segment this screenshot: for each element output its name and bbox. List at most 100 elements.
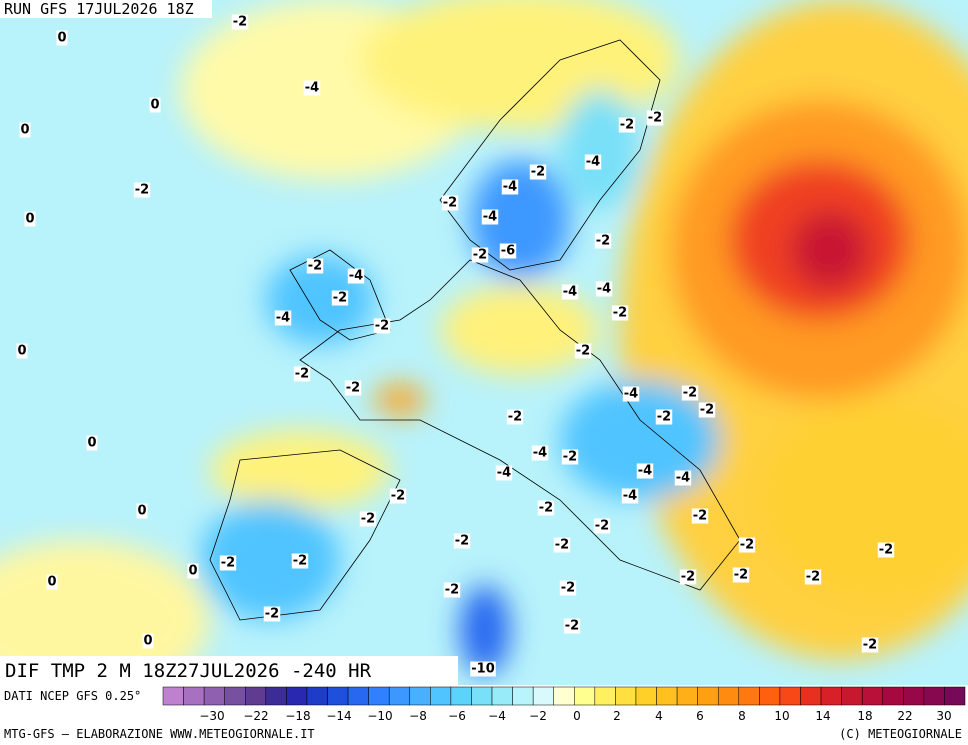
colorbar-swatch [471,686,493,706]
contour-label-bg [263,606,281,622]
contour-label: -4 [276,311,290,326]
colorbar-swatch [717,686,740,706]
coastline [209,449,401,621]
contour-label: 0 [87,436,96,451]
contour-label-bg [441,195,459,211]
contour-label: -2 [693,509,707,524]
colorbar-label: 10 [774,709,789,723]
contour-label-bg [347,268,365,284]
contour-label-bg [303,80,321,96]
contour-label-bg [499,243,517,259]
contour-label-bg [344,380,362,396]
contour-label: -2 [361,512,375,527]
contour-label-bg [506,409,524,425]
colorbar-swatch [553,686,575,706]
copyright-label: (C) METEOGIORNALE [839,727,962,741]
colorbar-label: −2 [529,709,547,723]
colorbar-swatch [882,686,904,706]
contour-label: -2 [531,165,545,180]
contour-label: -4 [624,387,638,402]
contour-label-bg [46,574,58,590]
contour-label: -2 [445,583,459,598]
contour-label: 0 [17,344,26,359]
contour-label-bg [861,637,879,653]
colorbar-swatch [512,686,534,706]
contour-label-bg [674,470,692,486]
contour-label-bg [149,97,161,113]
contour-label: -2 [561,581,575,596]
colorbar-label: 8 [738,709,746,723]
contour-label-bg [655,409,673,425]
contour-label-bg [133,182,151,198]
contour-label: -4 [563,285,577,300]
field-label: DIF TMP 2 M 18Z27JUL2026 -240 HR [5,660,372,682]
contour-label-bg [732,567,750,583]
colorbar-swatch [409,686,431,706]
contour-label-bg [443,582,461,598]
coastline [299,259,741,591]
contour-label-bg [187,563,199,579]
contour-label-bg [679,569,697,585]
contour-label: 0 [20,123,29,138]
contour-label-bg [24,211,36,227]
colorbar-swatch [162,686,184,706]
colorbar-swatch [944,686,966,706]
contour-label: -10 [471,662,495,677]
contour-label: -2 [806,570,820,585]
contour-label-bg [559,580,577,596]
contour-label-bg [594,233,612,249]
contour-label: -2 [135,183,149,198]
colorbar-swatch [306,686,328,706]
contour-label: -2 [740,538,754,553]
contour-label-bg [618,117,636,133]
contour-label-bg [136,503,148,519]
contour-label: -2 [700,403,714,418]
colorbar-label: 30 [936,709,951,723]
colorbar-swatch [430,686,452,706]
colorbar-swatch [203,686,225,706]
contour-label-bg [738,537,756,553]
contour-label: -2 [613,306,627,321]
contour-label: -4 [533,446,547,461]
credit-label: MTG-GFS — ELABORAZIONE WWW.METEOGIORNALE… [4,727,315,741]
contour-label-bg [611,305,629,321]
colorbar-swatch [697,686,719,706]
contour-label: -2 [657,410,671,425]
colorbar-label: −14 [326,709,351,723]
colorbar-swatch [759,686,781,706]
contour-label-bg [359,511,377,527]
contour-label: -2 [648,111,662,126]
colorbar-swatch [388,686,411,706]
contour-label-bg [471,247,489,263]
contour-label-bg [531,445,549,461]
contour-label-bg [537,500,555,516]
contour-label-bg [584,154,602,170]
colorbar-swatch [574,686,596,706]
contour-label: -2 [879,543,893,558]
contour-label: -2 [346,381,360,396]
contour-label: 0 [47,575,56,590]
contour-label-bg [231,14,249,30]
coastline [439,39,661,271]
contour-label: 0 [188,564,197,579]
colorbar-swatch [450,686,472,706]
contour-label-bg [274,310,292,326]
colorbar-label: 4 [655,709,663,723]
contour-label-bg [621,488,639,504]
contour-label-bg [646,110,664,126]
contour-label: -4 [305,81,319,96]
contour-label: -2 [443,196,457,211]
contour-label-bg [219,555,237,571]
contour-label-bg [561,284,579,300]
contour-label: -2 [295,367,309,382]
contour-label-bg [291,553,309,569]
colorbar-swatch [635,686,657,706]
colorbar-swatch [861,686,883,706]
colorbar-swatch [224,686,246,706]
contour-label-bg [553,537,571,553]
contour-label: -2 [308,259,322,274]
colorbar-swatch [656,686,678,706]
contour-label-bg [495,465,513,481]
